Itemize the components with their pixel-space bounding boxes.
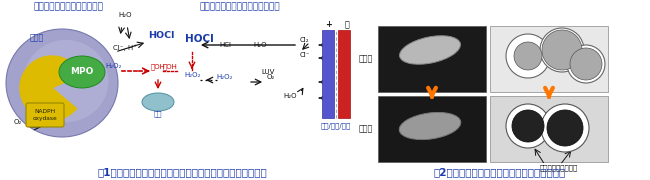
Text: 好中球による次亜塩素酸生成: 好中球による次亜塩素酸生成 (33, 2, 103, 11)
Text: ・OH: ・OH (163, 63, 178, 70)
Text: Cl₂: Cl₂ (300, 37, 309, 43)
Ellipse shape (142, 93, 174, 111)
Text: ・O₂⁻: ・O₂⁻ (46, 119, 62, 126)
Text: 好中球: 好中球 (30, 33, 44, 42)
Text: +: + (324, 20, 332, 29)
Text: HOCl: HOCl (148, 31, 174, 40)
Text: HOCl: HOCl (185, 34, 214, 44)
Ellipse shape (399, 112, 461, 140)
Text: －: － (344, 20, 350, 29)
Circle shape (506, 34, 550, 78)
Bar (338, 30, 350, 118)
Circle shape (514, 42, 542, 70)
Text: H₂O: H₂O (118, 12, 132, 18)
Circle shape (541, 104, 589, 152)
Text: H₂O₂: H₂O₂ (184, 72, 200, 78)
Text: H₂O₂: H₂O₂ (217, 74, 233, 80)
Ellipse shape (23, 40, 109, 122)
Text: H₂O: H₂O (254, 42, 266, 48)
Circle shape (540, 28, 584, 72)
Circle shape (512, 110, 544, 142)
Text: O₂: O₂ (14, 119, 22, 125)
Text: Cl⁻: Cl⁻ (300, 52, 311, 58)
Ellipse shape (400, 36, 460, 64)
Bar (490, 96, 608, 162)
Text: ・OH: ・OH (151, 63, 166, 70)
Circle shape (542, 30, 582, 70)
Ellipse shape (59, 56, 105, 88)
Text: MPO: MPO (70, 68, 94, 76)
Text: H₂O₂: H₂O₂ (105, 63, 122, 69)
Circle shape (567, 45, 605, 83)
Text: O₂: O₂ (267, 74, 275, 80)
Text: H₂O: H₂O (283, 93, 297, 99)
Text: 作用後: 作用後 (359, 125, 373, 134)
FancyBboxPatch shape (26, 103, 64, 127)
Text: Cl⁻, H⁺: Cl⁻, H⁺ (113, 44, 137, 51)
Circle shape (570, 48, 602, 80)
Circle shape (506, 104, 550, 148)
Wedge shape (20, 56, 81, 120)
Text: 芽胞と細胞膜を破壊: 芽胞と細胞膜を破壊 (540, 164, 578, 171)
Circle shape (547, 110, 583, 146)
Text: 図2　芽胞形成菌への作用（電子顕微鏡写真）: 図2 芽胞形成菌への作用（電子顕微鏡写真） (434, 167, 566, 177)
Bar (490, 26, 608, 92)
Text: HCl: HCl (219, 42, 231, 48)
Text: 図1　強酸性電解水の除菌メカニズム（好中球との類似性）: 図1 強酸性電解水の除菌メカニズム（好中球との類似性） (97, 167, 267, 177)
Ellipse shape (6, 29, 118, 137)
Text: 陽極/隔膜/陰極: 陽極/隔膜/陰極 (321, 122, 351, 129)
Text: 細菌: 細菌 (154, 110, 162, 117)
Bar (322, 30, 334, 118)
Bar (378, 26, 486, 92)
Text: 作用前: 作用前 (359, 55, 373, 64)
Text: 食塩水電解による次亜塩素酸生成: 食塩水電解による次亜塩素酸生成 (200, 2, 280, 11)
Text: NADPH
oxydase: NADPH oxydase (32, 109, 57, 121)
Bar (378, 96, 486, 162)
Text: LUV: LUV (261, 69, 275, 75)
